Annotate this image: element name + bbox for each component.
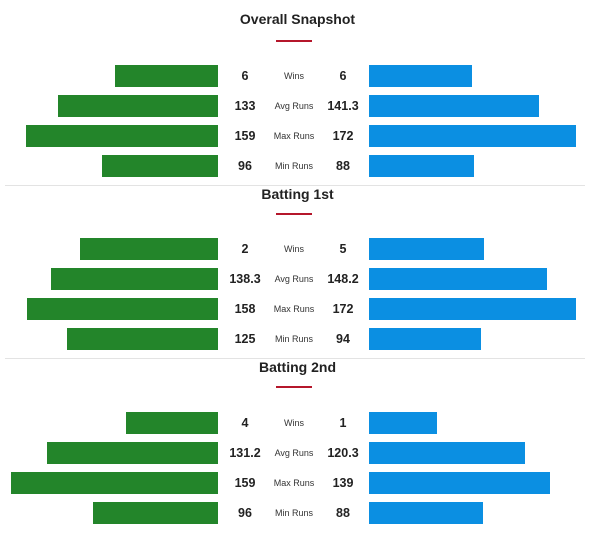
right-bar xyxy=(369,472,550,494)
left-bar xyxy=(115,65,218,87)
right-value: 88 xyxy=(336,159,350,173)
stat-row-wins: 2 Wins 5 xyxy=(0,238,595,260)
right-value: 148.2 xyxy=(327,272,359,286)
stat-row-max-runs: 159 Max Runs 139 xyxy=(0,472,595,494)
right-value: 5 xyxy=(339,242,347,256)
stat-row-min-runs: 96 Min Runs 88 xyxy=(0,155,595,177)
right-value: 6 xyxy=(339,69,347,83)
stat-label: Min Runs xyxy=(274,508,313,518)
stat-row-avg-runs: 138.3 Avg Runs 148.2 xyxy=(0,268,595,290)
left-value: 96 xyxy=(238,159,252,173)
right-value: 141.3 xyxy=(327,99,359,113)
stat-row-max-runs: 159 Max Runs 172 xyxy=(0,125,595,147)
stat-row-max-runs: 158 Max Runs 172 xyxy=(0,298,595,320)
right-bar xyxy=(369,502,483,524)
right-value: 172 xyxy=(332,302,354,316)
stat-label: Max Runs xyxy=(273,478,315,488)
right-bar xyxy=(369,238,484,260)
right-bar xyxy=(369,155,474,177)
right-value: 1 xyxy=(339,416,347,430)
right-value: 94 xyxy=(336,332,350,346)
left-bar xyxy=(11,472,218,494)
stat-label: Wins xyxy=(284,418,304,428)
section-divider xyxy=(5,358,585,359)
stat-row-wins: 6 Wins 6 xyxy=(0,65,595,87)
left-value: 138.3 xyxy=(229,272,261,286)
stat-label: Max Runs xyxy=(273,131,315,141)
right-bar xyxy=(369,328,481,350)
stat-label: Max Runs xyxy=(273,304,315,314)
left-value: 133 xyxy=(234,99,256,113)
left-bar xyxy=(58,95,218,117)
left-bar xyxy=(47,442,218,464)
left-bar xyxy=(27,298,218,320)
right-bar xyxy=(369,298,576,320)
stat-row-min-runs: 125 Min Runs 94 xyxy=(0,328,595,350)
left-bar xyxy=(80,238,218,260)
left-value: 158 xyxy=(234,302,256,316)
right-bar xyxy=(369,125,576,147)
right-bar xyxy=(369,268,547,290)
stat-row-avg-runs: 133 Avg Runs 141.3 xyxy=(0,95,595,117)
stat-row-min-runs: 96 Min Runs 88 xyxy=(0,502,595,524)
title-underline xyxy=(276,213,312,215)
right-bar xyxy=(369,95,539,117)
section-divider xyxy=(5,185,585,186)
left-value: 4 xyxy=(241,416,249,430)
left-value: 6 xyxy=(241,69,249,83)
stat-label: Min Runs xyxy=(274,161,313,171)
left-bar xyxy=(126,412,218,434)
left-bar xyxy=(93,502,218,524)
left-value: 131.2 xyxy=(229,446,261,460)
section-title-overall: Overall Snapshot xyxy=(239,11,356,27)
right-bar xyxy=(369,442,525,464)
right-bar xyxy=(369,412,437,434)
section-title-batting-1st: Batting 1st xyxy=(261,186,334,202)
left-value: 96 xyxy=(238,506,252,520)
left-bar xyxy=(67,328,218,350)
left-bar xyxy=(51,268,218,290)
stat-label: Wins xyxy=(284,71,304,81)
right-value: 88 xyxy=(336,506,350,520)
stat-row-wins: 4 Wins 1 xyxy=(0,412,595,434)
stat-label: Min Runs xyxy=(274,334,313,344)
stat-label: Wins xyxy=(284,244,304,254)
left-value: 2 xyxy=(241,242,249,256)
right-value: 172 xyxy=(332,129,354,143)
right-value: 120.3 xyxy=(327,446,359,460)
left-value: 159 xyxy=(234,129,256,143)
section-title-batting-2nd: Batting 2nd xyxy=(259,359,336,375)
left-bar xyxy=(26,125,218,147)
stat-label: Avg Runs xyxy=(274,448,314,458)
stat-row-avg-runs: 131.2 Avg Runs 120.3 xyxy=(0,442,595,464)
stat-label: Avg Runs xyxy=(274,101,314,111)
left-value: 159 xyxy=(234,476,256,490)
left-value: 125 xyxy=(234,332,256,346)
stat-label: Avg Runs xyxy=(274,274,314,284)
title-underline xyxy=(276,386,312,388)
right-bar xyxy=(369,65,472,87)
right-value: 139 xyxy=(332,476,354,490)
left-bar xyxy=(102,155,218,177)
title-underline xyxy=(276,40,312,42)
